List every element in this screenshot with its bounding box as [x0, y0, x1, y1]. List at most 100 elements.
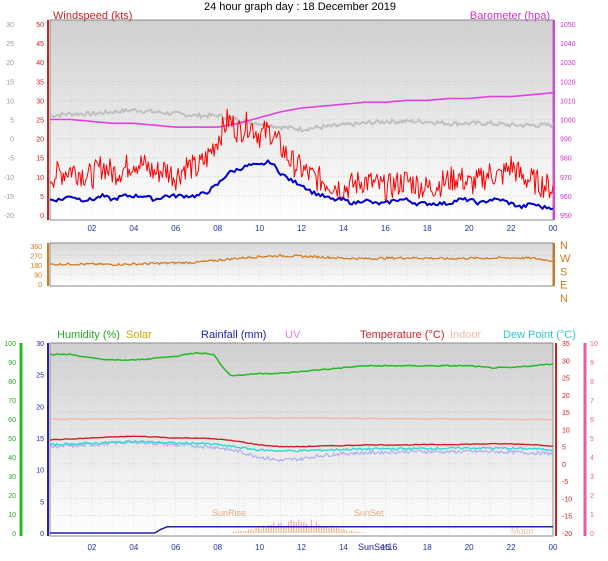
- hum-x-tick-label: 12: [297, 543, 306, 552]
- baro-tick-label: 960: [560, 194, 572, 201]
- temp-right-tick-label: 15: [562, 410, 570, 417]
- wind-x-tick-label: 02: [87, 224, 96, 233]
- legend-uv: UV: [285, 329, 301, 341]
- wind-axis-label: Windspeed (kts): [53, 10, 132, 22]
- temp-right-tick-label: -15: [562, 514, 572, 521]
- baro-tick-label: 1040: [560, 41, 576, 48]
- solar-bar: [333, 528, 335, 533]
- wind-x-tick-label: 22: [507, 224, 516, 233]
- solar-bar: [252, 530, 255, 533]
- solar-bar: [320, 527, 323, 533]
- temp-tick-label: 15: [6, 79, 14, 86]
- solar-bar: [303, 522, 305, 533]
- dir-tick-label: 360: [30, 244, 42, 251]
- humidity-tick-label: 80: [8, 379, 16, 386]
- baro-tick-label: 980: [560, 156, 572, 163]
- solar-bar: [305, 523, 307, 533]
- solar-bar: [240, 530, 242, 533]
- solar-bar: [255, 527, 257, 533]
- wind-tick-label: 10: [36, 175, 44, 182]
- wind-x-tick-label: 00: [549, 224, 558, 233]
- hum-x-tick-label: 22: [507, 543, 516, 552]
- temp-right-tick-label: 30: [562, 358, 570, 365]
- hum-x-tick-label: 14: [339, 543, 348, 552]
- solar-bar: [260, 529, 262, 533]
- hum-x-tick-label: 00: [549, 543, 558, 552]
- legend-dewpoint: Dew Point (°C): [503, 329, 576, 341]
- humidity-tick-label: 40: [8, 455, 16, 462]
- wind-tick-label: 15: [36, 156, 44, 163]
- wind-tick-label: 40: [36, 60, 44, 67]
- temp-tick-label: -15: [4, 194, 14, 201]
- rain-tick-label: 0: [40, 531, 44, 538]
- hum-x-tick-label: 02: [87, 543, 96, 552]
- temp-right-tick-label: 35: [562, 341, 570, 348]
- baro-tick-label: 1020: [560, 79, 576, 86]
- solar-bar: [295, 522, 297, 533]
- sunset16-label: SunSet16: [358, 542, 398, 552]
- baro-axis-label: Barometer (hpa): [470, 10, 550, 22]
- hum-x-tick-label: 16: [381, 543, 390, 552]
- wind-x-tick-label: 18: [423, 224, 432, 233]
- outdoor-temp-line: [49, 107, 554, 132]
- wind-x-tick-label: 10: [255, 224, 264, 233]
- wind-x-tick-label: 20: [465, 224, 474, 233]
- solar-bar: [355, 531, 358, 533]
- humidity-tick-label: 60: [8, 417, 16, 424]
- solar-bar: [335, 528, 338, 533]
- sunrise-label: SunRise: [212, 508, 246, 518]
- rain-tick-label: 15: [36, 436, 44, 443]
- solar-bar: [313, 526, 315, 533]
- feels-like-line: [49, 439, 554, 463]
- moon-label: Moon: [511, 526, 534, 536]
- wind-tick-label: 35: [36, 79, 44, 86]
- solar-bar: [361, 532, 363, 533]
- solar-bar: [353, 531, 355, 533]
- humidity-tick-label: 70: [8, 398, 16, 405]
- solar-bar: [245, 530, 247, 533]
- legend-solar: Solar: [126, 329, 152, 341]
- humidity-tick-label: 100: [4, 341, 16, 348]
- indoor-temp-line: [49, 417, 554, 421]
- baro-tick-label: 990: [560, 137, 572, 144]
- wind-tick-label: 25: [36, 118, 44, 125]
- solar-bar: [338, 528, 340, 533]
- solar-bar: [270, 524, 272, 533]
- baro-tick-label: 1000: [560, 118, 576, 125]
- solar-bar: [237, 530, 240, 533]
- wind-x-tick-label: 08: [213, 224, 222, 233]
- temp-tick-label: -20: [4, 213, 14, 220]
- temp-tick-label: -5: [8, 156, 14, 163]
- dir-tick-label: 0: [38, 282, 42, 289]
- wind-x-tick-label: 14: [339, 224, 348, 233]
- solar-bar: [350, 530, 353, 533]
- solar-bar: [300, 522, 302, 533]
- solar-bar: [323, 527, 325, 533]
- wind-tick-label: 30: [36, 98, 44, 105]
- solar-bar: [343, 529, 345, 533]
- wind-tick-label: 20: [36, 137, 44, 144]
- uv-tick-label: 1: [590, 512, 594, 519]
- windspeed-line: [49, 108, 554, 202]
- temp-right-tick-label: -5: [562, 479, 568, 486]
- uv-tick-label: 0: [590, 531, 594, 538]
- temp-tick-label: 0: [10, 137, 14, 144]
- rain-tick-label: 20: [36, 404, 44, 411]
- uv-tick-label: 2: [590, 493, 594, 500]
- baro-tick-label: 1010: [560, 98, 576, 105]
- solar-bar: [348, 531, 350, 533]
- solar-bar: [265, 528, 267, 533]
- rain-tick-label: 10: [36, 468, 44, 475]
- uv-tick-label: 9: [590, 360, 594, 367]
- humidity-tick-label: 30: [8, 474, 16, 481]
- solar-bar: [328, 528, 330, 533]
- temp-right-tick-label: 10: [562, 427, 570, 434]
- temperature-line: [49, 435, 554, 448]
- wind-x-tick-label: 04: [129, 224, 138, 233]
- wind-direction-line: [49, 254, 554, 267]
- temp-right-tick-label: 20: [562, 393, 570, 400]
- uv-tick-label: 10: [590, 341, 598, 348]
- solar-bar: [267, 525, 270, 533]
- solar-bar: [232, 531, 235, 533]
